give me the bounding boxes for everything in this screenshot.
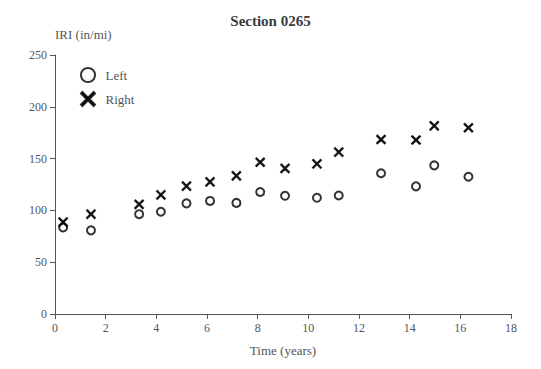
svg-text:6: 6 [204,321,210,335]
svg-text:Right: Right [106,92,135,107]
svg-text:10: 10 [302,321,314,335]
svg-text:14: 14 [404,321,416,335]
svg-text:200: 200 [29,100,47,114]
svg-text:IRI (in/mi): IRI (in/mi) [55,27,112,42]
svg-text:18: 18 [505,321,517,335]
svg-text:100: 100 [29,203,47,217]
svg-text:4: 4 [153,321,159,335]
svg-text:12: 12 [353,321,365,335]
svg-text:50: 50 [35,255,47,269]
svg-text:8: 8 [255,321,261,335]
svg-text:Time (years): Time (years) [250,343,316,358]
svg-text:150: 150 [29,152,47,166]
svg-text:16: 16 [454,321,466,335]
svg-text:0: 0 [41,307,47,321]
svg-text:Left: Left [106,68,128,83]
svg-text:0: 0 [52,321,58,335]
svg-text:2: 2 [103,321,109,335]
svg-text:250: 250 [29,48,47,62]
svg-text:Section 0265: Section 0265 [230,13,310,29]
